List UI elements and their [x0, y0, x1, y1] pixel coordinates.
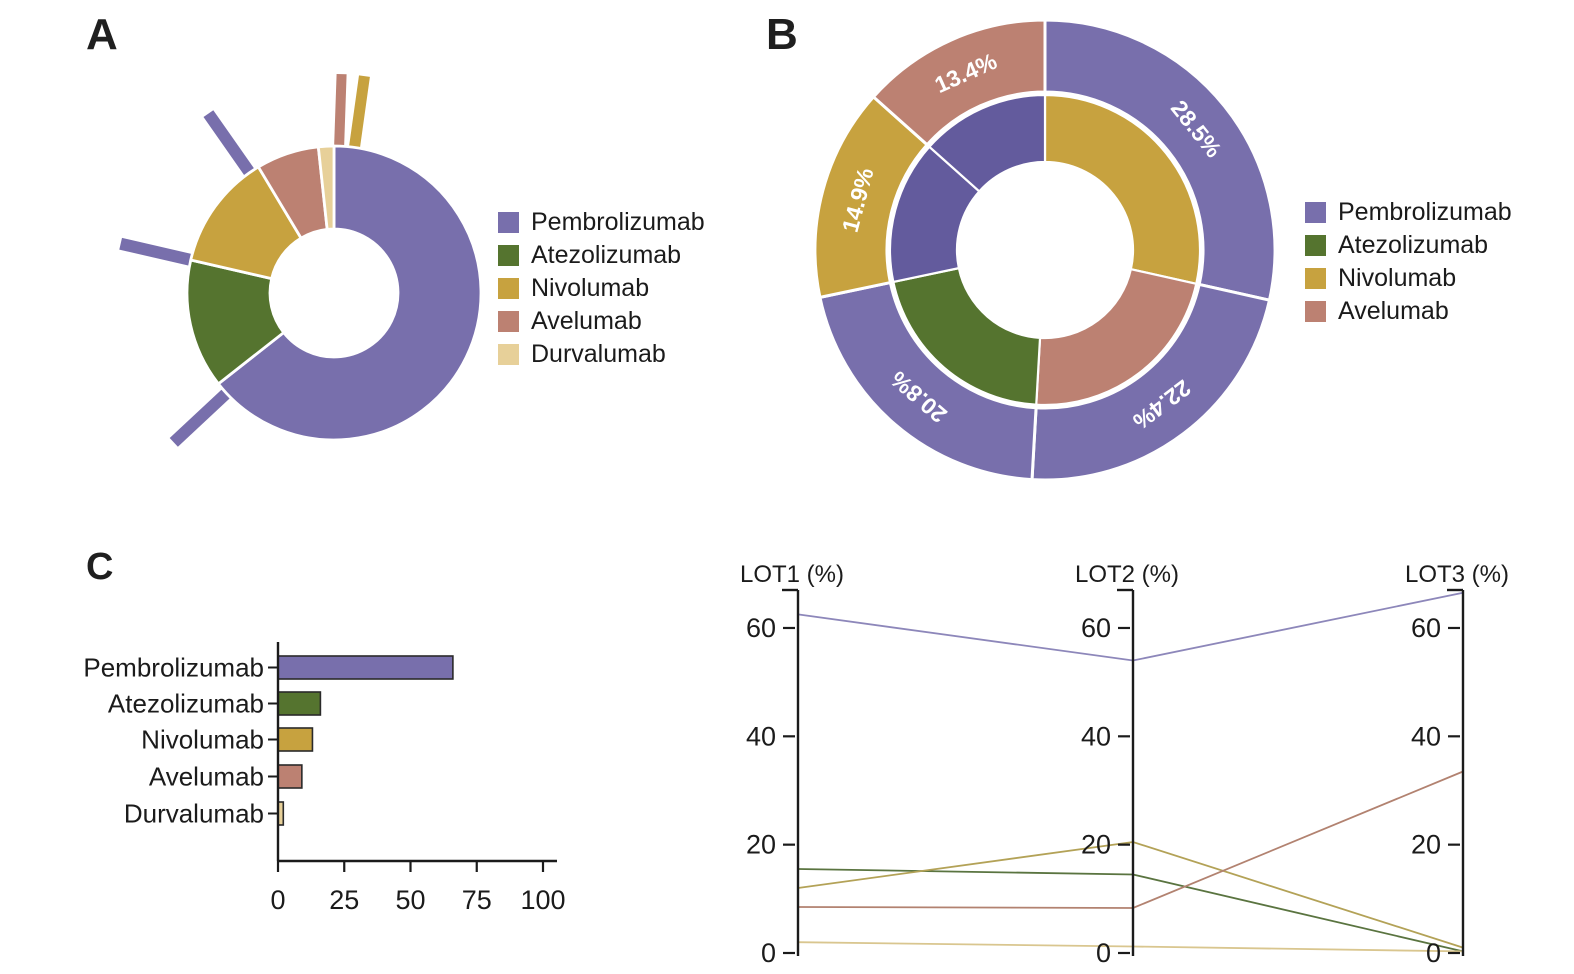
panel-b-label: B	[766, 10, 798, 59]
inner-ring-segment	[1043, 93, 1202, 285]
legend-item: Atezolizumab	[1305, 229, 1512, 262]
panel-c-label: C	[86, 546, 114, 588]
panel-a-donut-chart	[119, 74, 483, 447]
x-tick-label: 25	[329, 885, 359, 915]
panel-a-legend: Pembrolizumab Atezolizumab Nivolumab Ave…	[498, 206, 705, 371]
series-line	[797, 941, 1464, 953]
legend-swatch-nivolumab	[498, 278, 519, 299]
legend-label: Durvalumab	[531, 340, 666, 368]
y-tick-label: 0	[761, 938, 776, 968]
x-tick-label: 0	[270, 885, 285, 915]
panel-c-bar-chart: Pembrolizumab Atezolizumab Nivolumab Avelum…	[83, 642, 566, 915]
bar	[277, 691, 322, 716]
inner-ring-segment	[928, 93, 1047, 193]
legend-item: Atezolizumab	[498, 239, 705, 272]
y-tick-label: 40	[1411, 721, 1441, 751]
legend-swatch-avelumab	[1305, 301, 1326, 322]
legend-label: Pembrolizumab	[531, 208, 705, 236]
legend-label: Avelumab	[531, 307, 642, 335]
x-tick-label: 100	[520, 885, 565, 915]
bar	[277, 727, 314, 752]
panel-b-nested-donut-chart: 28.5%22.4%20.8%14.9%13.4%	[813, 18, 1277, 482]
y-tick-label: 60	[1411, 613, 1441, 643]
legend-swatch-durvalumab	[498, 344, 519, 365]
legend-swatch-avelumab	[498, 311, 519, 332]
y-tick-label: 20	[1411, 830, 1441, 860]
lot-axis-title: LOT1 (%)	[740, 561, 844, 588]
bar	[277, 764, 303, 789]
legend-label: Nivolumab	[1338, 264, 1457, 292]
inner-ring-segment	[892, 267, 1042, 406]
series-line	[797, 591, 1464, 662]
inner-ring-segment	[1035, 268, 1198, 407]
category-label: Atezolizumab	[108, 689, 264, 719]
donut-segment	[316, 144, 336, 231]
y-tick-label: 20	[1081, 830, 1111, 860]
legend-item: Durvalumab	[498, 338, 705, 371]
legend-swatch-atezolizumab	[498, 245, 519, 266]
legend-label: Pembrolizumab	[1338, 198, 1512, 226]
y-tick-label: 60	[1081, 613, 1111, 643]
legend-swatch-pembrolizumab	[498, 212, 519, 233]
donut-spoke	[346, 75, 370, 169]
legend-item: Pembrolizumab	[498, 206, 705, 239]
y-tick-label: 60	[746, 613, 776, 643]
panel-a-label: A	[86, 10, 118, 59]
series-line	[797, 868, 1464, 953]
y-tick-label: 40	[746, 721, 776, 751]
legend-item: Avelumab	[1305, 295, 1512, 328]
category-label: Durvalumab	[124, 799, 264, 829]
lot-axis-title: LOT3 (%)	[1405, 561, 1509, 588]
legend-swatch-atezolizumab	[1305, 235, 1326, 256]
legend-swatch-nivolumab	[1305, 268, 1326, 289]
y-tick-label: 20	[746, 830, 776, 860]
category-label: Avelumab	[149, 762, 264, 792]
category-label: Pembrolizumab	[83, 653, 264, 683]
lot-axis-title: LOT2 (%)	[1075, 561, 1179, 588]
legend-item: Nivolumab	[498, 272, 705, 305]
donut-segment	[217, 144, 483, 442]
series-line	[797, 841, 1464, 949]
y-tick-label: 0	[1096, 938, 1111, 968]
outer-ring-segment	[871, 18, 1047, 147]
legend-item: Avelumab	[498, 305, 705, 338]
y-tick-label: 40	[1081, 721, 1111, 751]
y-tick-label: 0	[1426, 938, 1441, 968]
legend-label: Nivolumab	[531, 274, 650, 302]
legend-swatch-pembrolizumab	[1305, 202, 1326, 223]
x-tick-label: 75	[462, 885, 492, 915]
x-tick-label: 50	[395, 885, 425, 915]
legend-label: Atezolizumab	[531, 241, 682, 269]
legend-label: Avelumab	[1338, 297, 1449, 325]
legend-item: Pembrolizumab	[1305, 196, 1512, 229]
series-line	[797, 770, 1464, 909]
panel-b-legend: Pembrolizumab Atezolizumab Nivolumab Ave…	[1305, 196, 1512, 328]
outer-ring-segment	[1043, 18, 1277, 302]
legend-label: Atezolizumab	[1338, 231, 1489, 259]
legend-item: Nivolumab	[1305, 262, 1512, 295]
category-label: Nivolumab	[141, 725, 264, 755]
donut-spoke	[333, 74, 347, 168]
panel-c-parallel-line-chart: 0 20 40 60 LOT1 (%) 0 20 40 60 LOT2 (%) 0 20 40 60 LOT…	[740, 561, 1509, 968]
bar	[277, 655, 454, 680]
